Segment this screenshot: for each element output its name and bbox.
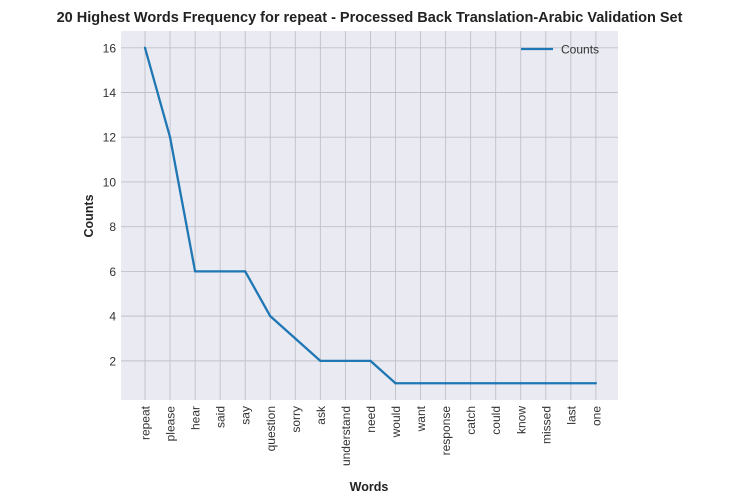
y-tick-labels: 2 4 6 8 10 12 14 16 [103,41,117,368]
y-axis-label: Counts [82,194,96,237]
x-tick-label: last [564,405,578,424]
data-point [444,382,447,385]
x-tick-label: hear [189,406,203,430]
x-tick-label: need [364,406,378,433]
data-point [544,382,547,385]
x-tick-label: know [514,406,528,434]
data-point [244,270,247,273]
x-tick-label: could [489,406,503,435]
data-point [294,337,297,340]
data-point [394,382,397,385]
y-tick-label: 4 [109,310,116,324]
data-point [143,46,147,49]
data-point [369,359,372,362]
x-tick-label: repeat [139,405,153,440]
y-tick-label: 10 [103,175,117,189]
x-tick-label: question [264,406,278,451]
x-tick-label: please [164,406,178,442]
x-tick-label: said [214,406,228,428]
data-point [269,315,272,318]
data-point [344,359,347,362]
x-tick-labels: repeat please hear said say question sorry ask u… [139,405,604,466]
x-tick-label: say [239,406,253,425]
x-tick-label: ask [314,405,328,425]
legend-label-counts: Counts [561,43,599,57]
data-point [219,270,222,273]
x-tick-label: catch [464,406,478,435]
data-point [494,382,497,385]
y-tick-label: 8 [109,220,116,234]
chart-title: 20 Highest Words Frequency for repeat - … [57,10,683,26]
legend: Counts [521,43,599,57]
y-tick-label: 16 [103,41,117,55]
x-tick-label: want [414,405,428,432]
x-axis-label: Words [350,480,389,494]
data-point [594,382,598,385]
x-tick-label: sorry [289,406,303,433]
data-point [519,382,522,385]
data-points [143,46,598,385]
y-tick-label: 6 [109,265,116,279]
data-point [419,382,422,385]
data-point [319,359,322,362]
y-tick-label: 12 [103,131,117,145]
x-tick-label: missed [539,406,553,444]
data-point [469,382,472,385]
y-tick-label: 14 [103,86,117,100]
data-point [168,136,172,139]
x-tick-label: understand [339,406,353,466]
data-point [194,270,197,273]
x-tick-label: one [589,406,603,426]
x-tick-label: response [439,406,453,456]
data-point [569,382,572,385]
y-tick-label: 2 [109,354,116,368]
x-tick-label: would [389,406,403,438]
